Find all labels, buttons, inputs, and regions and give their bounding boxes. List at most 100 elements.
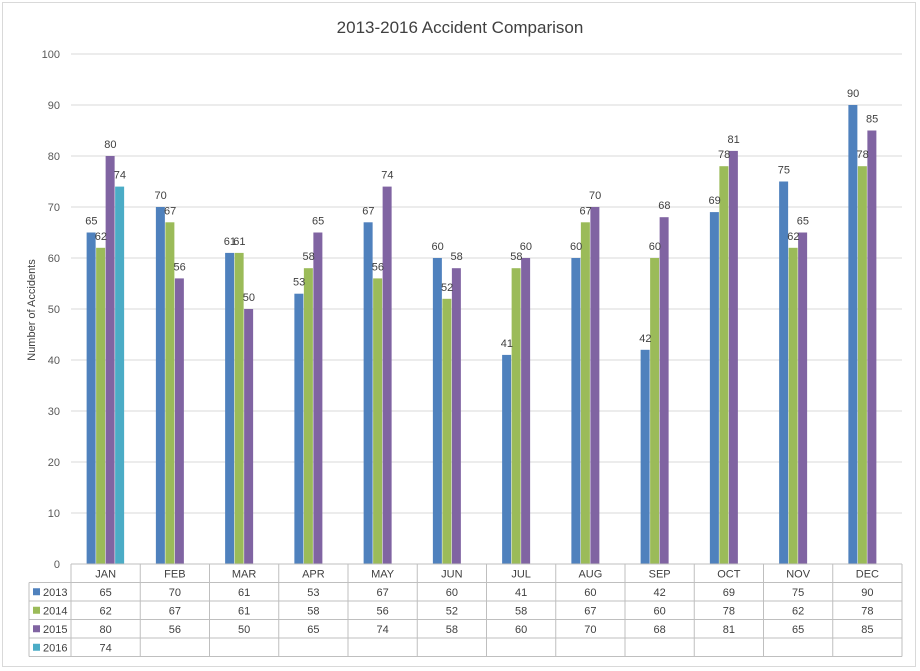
table-cell: 81: [723, 624, 735, 636]
table-cell: 62: [792, 605, 804, 617]
x-tick-label: NOV: [786, 568, 811, 580]
y-axis-ticks: 0 10 20 30 40 50 60 70 80 90 100: [42, 49, 60, 571]
bar: [313, 232, 323, 564]
bar: [798, 232, 808, 564]
data-label: 58: [451, 251, 463, 263]
bar: [105, 156, 115, 564]
bar: [86, 232, 96, 564]
y-tick-label: 50: [48, 304, 60, 316]
data-label: 50: [243, 292, 255, 304]
bar: [303, 268, 313, 564]
legend-label: 2015: [43, 624, 67, 636]
table-cell: 50: [238, 624, 250, 636]
data-label: 67: [580, 205, 592, 217]
bars: [86, 105, 877, 565]
data-label: 58: [303, 251, 315, 263]
table-cell: 78: [861, 605, 873, 617]
data-label: 67: [164, 205, 176, 217]
bar: [640, 349, 650, 564]
bar: [244, 309, 254, 564]
data-label: 56: [174, 261, 186, 273]
x-tick-label: JUN: [441, 568, 462, 580]
data-label: 65: [797, 216, 809, 228]
y-tick-label: 30: [48, 406, 60, 418]
bar: [451, 268, 461, 564]
data-label: 74: [381, 170, 393, 182]
bar: [442, 298, 452, 564]
data-label: 60: [570, 241, 582, 253]
y-tick-label: 80: [48, 151, 60, 163]
bar: [294, 293, 304, 564]
data-label: 60: [520, 241, 532, 253]
table-cell: 80: [100, 624, 112, 636]
table-cell: 67: [584, 605, 596, 617]
bar: [590, 207, 600, 564]
y-axis-label: Number of Accidents: [26, 259, 38, 361]
data-label: 58: [510, 251, 522, 263]
table-cell: 41: [515, 587, 527, 599]
table-cell: 58: [515, 605, 527, 617]
x-tick-label: MAR: [232, 568, 257, 580]
data-label: 81: [728, 134, 740, 146]
table-cell: 74: [377, 624, 389, 636]
table-cell: 69: [723, 587, 735, 599]
y-tick-label: 0: [54, 559, 60, 571]
data-label: 62: [787, 231, 799, 243]
x-tick-label: FEB: [164, 568, 185, 580]
table-cell: 75: [792, 587, 804, 599]
x-tick-label: JUL: [511, 568, 531, 580]
data-label: 60: [432, 241, 444, 253]
data-label: 69: [709, 195, 721, 207]
bar: [96, 247, 106, 565]
data-label: 68: [658, 200, 670, 212]
data-label: 85: [866, 114, 878, 126]
bar: [571, 258, 581, 564]
x-tick-label: OCT: [717, 568, 741, 580]
table-cell: 74: [100, 642, 112, 654]
table-cell: 70: [169, 587, 181, 599]
data-label: 56: [372, 261, 384, 273]
bar: [511, 268, 521, 564]
legend-key: [33, 588, 40, 596]
bar: [521, 258, 531, 564]
bar: [867, 130, 877, 564]
data-label: 78: [857, 149, 869, 161]
y-tick-label: 20: [48, 457, 60, 469]
y-tick-label: 60: [48, 253, 60, 265]
y-tick-label: 100: [42, 49, 60, 61]
bar: [580, 222, 590, 565]
bar: [225, 252, 235, 564]
bar: [779, 181, 789, 564]
table-cell: 58: [446, 624, 458, 636]
table-cell: 60: [654, 605, 666, 617]
data-label: 70: [589, 190, 601, 202]
legend-key: [33, 625, 40, 633]
bar: [234, 252, 244, 564]
x-tick-label: AUG: [578, 568, 602, 580]
bar: [165, 222, 175, 565]
bar: [502, 354, 512, 564]
gridlines: [71, 53, 902, 514]
legend-label: 2016: [43, 642, 67, 654]
legend-key: [33, 606, 40, 614]
bar: [174, 278, 184, 564]
legend-key: [33, 643, 40, 651]
x-tick-label: SEP: [649, 568, 671, 580]
bar: [115, 186, 125, 564]
table-cell: 60: [584, 587, 596, 599]
table-cell: 65: [792, 624, 804, 636]
x-tick-label: JAN: [95, 568, 116, 580]
data-label: 62: [95, 231, 107, 243]
table-cell: 42: [654, 587, 666, 599]
table-cell: 60: [515, 624, 527, 636]
chart-title: 2013-2016 Accident Comparison: [337, 18, 584, 37]
bar: [719, 166, 729, 564]
data-table: JAN FEB MAR APR MAY JUN JUL AUG SEP OCT NOV DEC 2013…: [28, 563, 903, 657]
bar: [373, 278, 383, 564]
table-cell: 60: [446, 587, 458, 599]
x-tick-label: APR: [302, 568, 325, 580]
table-cell: 68: [654, 624, 666, 636]
bar: [363, 222, 373, 565]
data-label: 41: [501, 338, 513, 350]
